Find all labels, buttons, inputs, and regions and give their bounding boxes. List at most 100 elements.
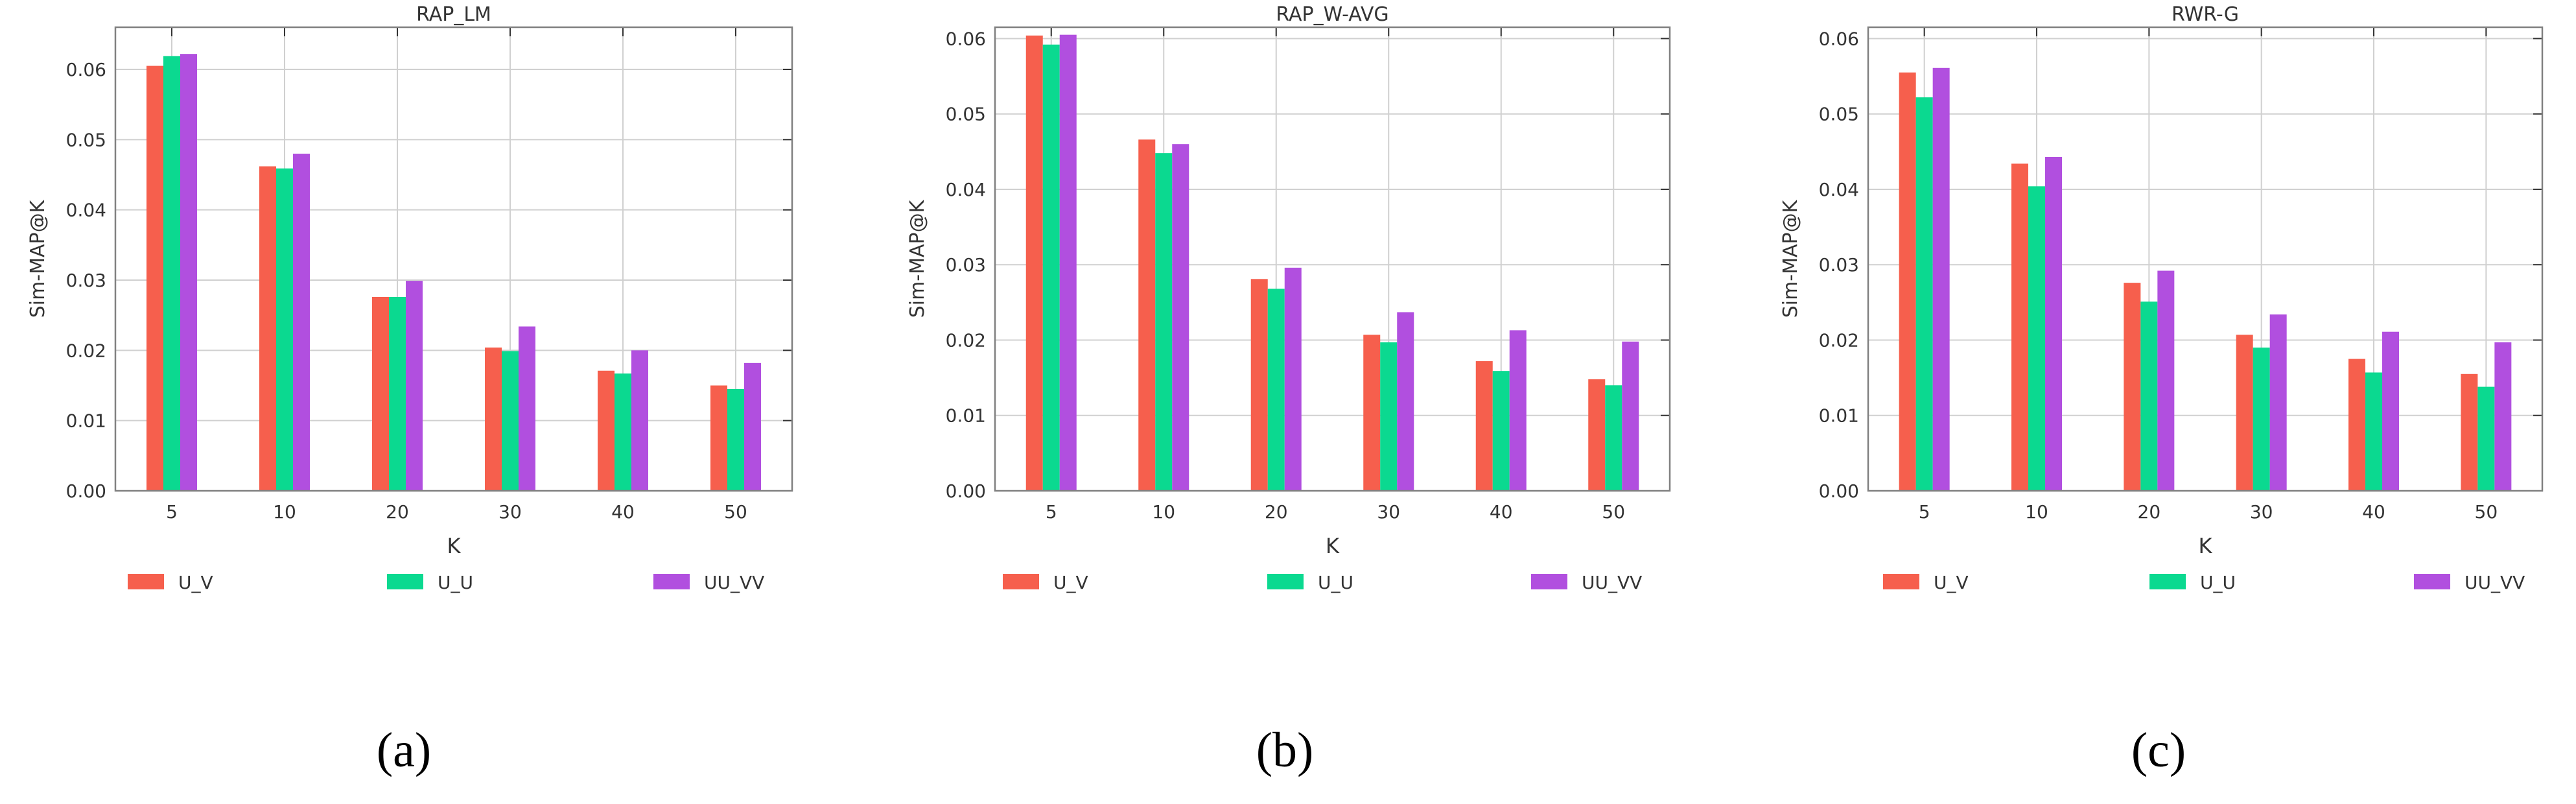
bar-uu_vv-5 (1059, 34, 1077, 491)
bar-u_u-40 (2365, 372, 2382, 491)
bar-uu_vv-50 (2494, 342, 2512, 491)
y-tick-label: 0.06 (946, 28, 986, 49)
bar-uu_vv-5 (180, 54, 197, 491)
legend-swatch-uu_vv (1531, 574, 1567, 589)
bar-uu_vv-40 (2382, 331, 2399, 491)
bar-u_v-20 (2124, 283, 2141, 491)
legend-label-u_v: U_V (1934, 572, 1969, 593)
bar-u_v-30 (1363, 335, 1381, 491)
bar-u_v-5 (1025, 35, 1043, 491)
bar-uu_vv-20 (2157, 270, 2175, 491)
legend-label-u_u: U_U (1318, 572, 1353, 593)
bar-uu_vv-10 (293, 154, 310, 491)
legend-swatch-uu_vv (653, 574, 690, 589)
bar-u_v-10 (1138, 139, 1156, 491)
x-tick-label: 5 (1046, 501, 1057, 523)
y-tick-label: 0.02 (946, 329, 986, 351)
bar-u_u-5 (1915, 97, 1933, 491)
bar-uu_vv-40 (1509, 330, 1527, 491)
y-tick-label: 0.04 (66, 200, 106, 221)
bar-u_u-30 (502, 351, 519, 491)
y-tick-label: 0.03 (946, 254, 986, 276)
x-tick-label: 20 (386, 501, 409, 523)
y-tick-label: 0.05 (66, 129, 106, 150)
y-tick-label: 0.00 (946, 480, 986, 502)
bar-uu_vv-30 (1397, 312, 1414, 491)
legend-label-u_v: U_V (178, 572, 213, 593)
bar-u_u-20 (1267, 289, 1285, 491)
bar-uu_vv-20 (406, 281, 423, 491)
y-tick-label: 0.02 (1819, 329, 1859, 351)
bar-uu_vv-10 (1172, 144, 1189, 491)
chart-panel-1: 0.00 0.01 0.02 0.03 0.04 0.05 0.06 5 10 20 30 40 50 R… (27, 3, 793, 777)
plot-area (115, 27, 792, 491)
bar-uu_vv-50 (744, 362, 761, 491)
bar-u_v-20 (372, 297, 389, 491)
y-tick-label: 0.04 (1819, 179, 1859, 200)
legend-label-u_v: U_V (1053, 572, 1088, 593)
bar-u_u-10 (1155, 153, 1173, 491)
legend-label-u_u: U_U (2200, 572, 2236, 593)
legend-swatch-u_v (128, 574, 164, 589)
bar-u_u-50 (1605, 385, 1622, 491)
x-tick-label: 10 (2025, 501, 2048, 523)
x-tick-label: 30 (1377, 501, 1400, 523)
bar-u_u-50 (2477, 386, 2495, 491)
legend-swatch-u_u (387, 574, 423, 589)
legend-label-uu_vv: UU_VV (2465, 572, 2525, 593)
bar-u_u-10 (276, 168, 293, 491)
panel-caption: (b) (1256, 723, 1314, 777)
plot-frame (1867, 26, 2544, 492)
y-tick-label: 0.06 (1819, 28, 1859, 49)
legend-swatch-u_v (1003, 574, 1039, 589)
bar-u_u-20 (2140, 302, 2158, 491)
x-tick-label: 50 (2475, 501, 2498, 523)
plot-area (1868, 27, 2542, 491)
bar-uu_vv-20 (1284, 267, 1302, 491)
x-tick-label: 30 (2250, 501, 2273, 523)
x-tick-label: 10 (1152, 501, 1175, 523)
y-tick-label: 0.05 (946, 104, 986, 125)
bar-u_u-30 (1380, 342, 1398, 491)
chart-panel-2: 0.00 0.01 0.02 0.03 0.04 0.05 0.06 5 10 20 30 40 50 R… (906, 3, 1671, 777)
y-tick-label: 0.06 (66, 59, 106, 80)
x-tick-label: 10 (273, 501, 296, 523)
bar-u_v-10 (259, 166, 276, 491)
chart-title: RAP_W-AVG (1276, 3, 1388, 26)
y-axis-label: Sim-MAP@K (906, 199, 929, 318)
y-tick-label: 0.03 (66, 270, 106, 291)
chart-panel-3: 0.00 0.01 0.02 0.03 0.04 0.05 0.06 5 10 20 30 40 50 R… (1779, 3, 2544, 777)
bar-u_u-5 (163, 56, 180, 491)
bar-uu_vv-30 (2269, 314, 2287, 491)
bar-u_v-5 (146, 65, 163, 491)
bar-u_v-30 (2236, 335, 2253, 491)
x-axis-label: K (2199, 534, 2213, 558)
bar-uu_vv-5 (1932, 67, 1950, 491)
bar-u_u-20 (389, 297, 406, 491)
y-tick-label: 0.01 (66, 410, 106, 432)
bar-u_v-50 (1588, 379, 1606, 491)
x-tick-label: 20 (2138, 501, 2161, 523)
bar-u_v-40 (2348, 359, 2365, 491)
bar-uu_vv-30 (519, 326, 535, 491)
plot-frame (994, 26, 1671, 492)
bar-u_u-5 (1042, 44, 1060, 491)
legend-label-u_u: U_U (438, 572, 473, 593)
panel-caption: (c) (2131, 723, 2186, 777)
legend-swatch-uu_vv (2414, 574, 2450, 589)
legend-swatch-u_v (1883, 574, 1919, 589)
bar-u_u-30 (2253, 348, 2270, 491)
panel-caption: (a) (377, 723, 431, 777)
x-tick-label: 5 (1919, 501, 1930, 523)
x-tick-label: 30 (498, 501, 522, 523)
bar-u_v-50 (710, 385, 727, 491)
bar-u_v-20 (1250, 279, 1268, 491)
bar-u_v-30 (485, 348, 502, 491)
bar-u_v-50 (2461, 373, 2478, 491)
legend-swatch-u_u (1267, 574, 1304, 589)
legend-label-uu_vv: UU_VV (1582, 572, 1642, 593)
y-tick-label: 0.04 (946, 179, 986, 200)
y-tick-label: 0.00 (1819, 480, 1859, 502)
x-tick-label: 20 (1265, 501, 1288, 523)
